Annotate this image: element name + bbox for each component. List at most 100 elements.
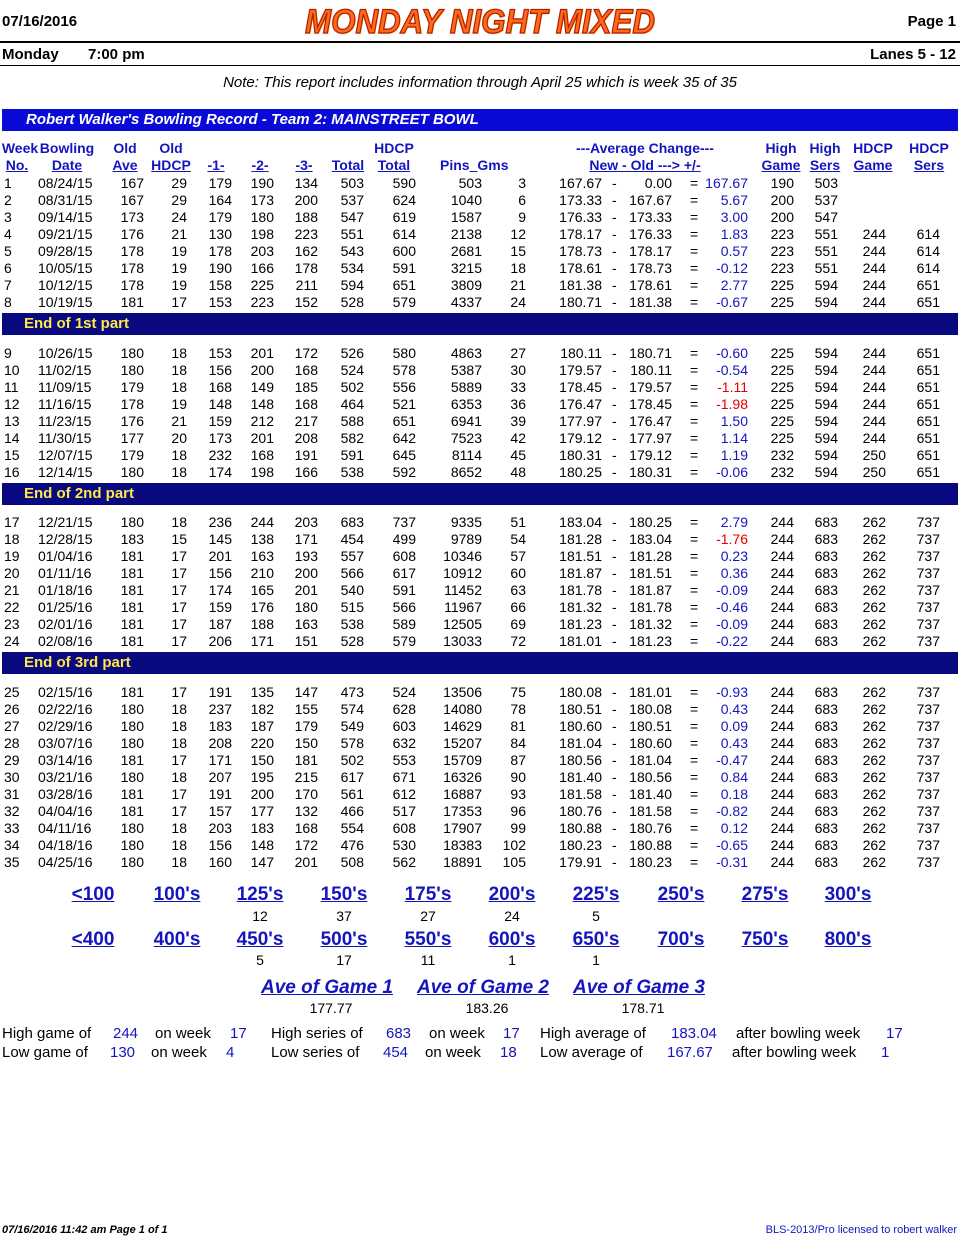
cell-old-hdcp: 18 — [171, 854, 187, 870]
cell-old-hdcp: 17 — [171, 803, 187, 819]
cell-games: 75 — [510, 684, 526, 700]
game_dist-label: 250's — [657, 884, 705, 905]
cell-old-ave: 178 — [120, 277, 144, 293]
cell-hdcp-total: 524 — [392, 684, 416, 700]
low-game-week: 4 — [226, 1044, 235, 1061]
cell-game1: 203 — [208, 820, 232, 836]
table-row: 4 09/21/15 176 21 130 198 223 551 614 2138 12 178.1… — [0, 226, 960, 243]
cell-old-avg-ref: 180.76 — [629, 820, 672, 836]
cell-old-hdcp: 18 — [171, 464, 187, 480]
equals-sign: = — [690, 294, 699, 310]
league-day: Monday — [2, 46, 59, 63]
cell-games: 9 — [518, 209, 526, 225]
cell-pins: 13506 — [443, 684, 482, 700]
game_dist-count: 12 — [252, 908, 268, 924]
col-hdcpgame-bot: Game — [853, 157, 893, 173]
cell-games: 93 — [510, 786, 526, 802]
cell-bowl-date: 11/16/15 — [38, 396, 92, 412]
cell-bowl-date: 12/28/15 — [38, 531, 93, 547]
cell-hdcp-series: 737 — [916, 786, 940, 802]
cell-game1: 173 — [208, 430, 232, 446]
equals-sign: = — [690, 582, 699, 598]
cell-week-no: 33 — [4, 820, 20, 836]
cell-old-hdcp: 29 — [171, 192, 187, 208]
cell-hdcp-total: 671 — [392, 769, 416, 785]
cell-total: 502 — [340, 752, 364, 768]
equals-sign: = — [690, 192, 699, 208]
cell-bowl-date: 11/02/15 — [38, 362, 92, 378]
cell-week-no: 32 — [4, 803, 20, 819]
cell-game1: 207 — [208, 769, 232, 785]
cell-old-avg-ref: 173.33 — [629, 209, 672, 225]
cell-hdcp-total: 624 — [392, 192, 416, 208]
cell-game2: 138 — [250, 531, 274, 547]
col-hdcpsers-top: HDCP — [909, 140, 949, 156]
cell-high-series: 683 — [814, 769, 838, 785]
cell-old-hdcp: 18 — [171, 769, 187, 785]
cell-high-series: 683 — [814, 565, 838, 581]
cell-pins: 5889 — [450, 379, 482, 395]
table-row: 15 12/07/15 179 18 232 168 191 591 645 8114 45 180.… — [0, 447, 960, 464]
cell-old-avg-ref: 180.23 — [629, 854, 672, 870]
cell-old-ave: 179 — [120, 447, 144, 463]
cell-week-no: 17 — [4, 514, 20, 530]
cell-old-avg-ref: 180.31 — [629, 464, 672, 480]
table-row: 17 12/21/15 180 18 236 244 203 683 737 9335 51 183.… — [0, 514, 960, 531]
cell-pins: 3215 — [450, 260, 482, 276]
cell-hdcp-game: 244 — [862, 396, 886, 412]
cell-hdcp-game: 244 — [862, 430, 886, 446]
cell-high-game: 225 — [770, 345, 794, 361]
cell-ave-change: 1.83 — [720, 226, 748, 242]
cell-high-series: 594 — [814, 362, 838, 378]
cell-pins: 15709 — [443, 752, 482, 768]
cell-bowl-date: 01/25/16 — [38, 599, 93, 615]
cell-high-game: 225 — [770, 379, 794, 395]
minus-sign: - — [612, 548, 617, 564]
cell-hdcp-series: 651 — [916, 464, 940, 480]
cell-hdcp-game: 262 — [862, 633, 886, 649]
cell-old-avg-ref: 178.45 — [629, 396, 672, 412]
cell-hdcp-series: 737 — [916, 735, 940, 751]
table-row: 18 12/28/15 183 15 145 138 171 454 499 9789 54 181.… — [0, 531, 960, 548]
cell-game1: 191 — [208, 684, 232, 700]
cell-hdcp-series: 737 — [916, 582, 940, 598]
cell-high-series: 594 — [814, 396, 838, 412]
cell-games: 6 — [518, 192, 526, 208]
cell-pins: 6941 — [450, 413, 482, 429]
equals-sign: = — [690, 531, 699, 547]
cell-pins: 8114 — [451, 447, 482, 463]
cell-old-hdcp: 18 — [171, 379, 187, 395]
cell-bowl-date: 02/15/16 — [38, 684, 93, 700]
cell-game3: 223 — [294, 226, 318, 242]
high-game-value: 244 — [113, 1025, 139, 1042]
cell-total: 561 — [340, 786, 364, 802]
cell-old-ave: 181 — [120, 803, 144, 819]
cell-ave-change: 0.09 — [720, 718, 748, 734]
cell-games: 90 — [510, 769, 526, 785]
minus-sign: - — [612, 447, 617, 463]
game_dist-count: 5 — [592, 908, 600, 924]
cell-pins: 2681 — [450, 243, 482, 259]
cell-old-avg-ref: 178.17 — [629, 243, 672, 259]
cell-high-series: 683 — [814, 803, 838, 819]
cell-total: 617 — [340, 769, 364, 785]
cell-old-ave: 181 — [120, 752, 144, 768]
cell-week-no: 30 — [4, 769, 20, 785]
cell-high-game: 223 — [770, 260, 794, 276]
cell-game3: 203 — [294, 514, 318, 530]
cell-new-ave: 179.91 — [559, 854, 602, 870]
cell-high-game: 244 — [770, 599, 794, 615]
cell-hdcp-series: 737 — [916, 616, 940, 632]
col-hdcpsers-bot: Sers — [913, 157, 945, 173]
ave-game2-label: Ave of Game 2 — [417, 977, 549, 998]
cell-game3: 132 — [294, 803, 318, 819]
col-game1: -1- — [207, 157, 225, 173]
cell-game2: 187 — [250, 718, 274, 734]
cell-pins: 503 — [458, 175, 482, 191]
cell-ave-change: 2.79 — [720, 514, 748, 530]
col-pins-gms: Pins Gms — [428, 157, 528, 173]
cell-old-ave: 167 — [120, 192, 144, 208]
cell-old-ave: 180 — [120, 854, 144, 870]
equals-sign: = — [690, 260, 699, 276]
cell-game3: 211 — [295, 277, 318, 293]
